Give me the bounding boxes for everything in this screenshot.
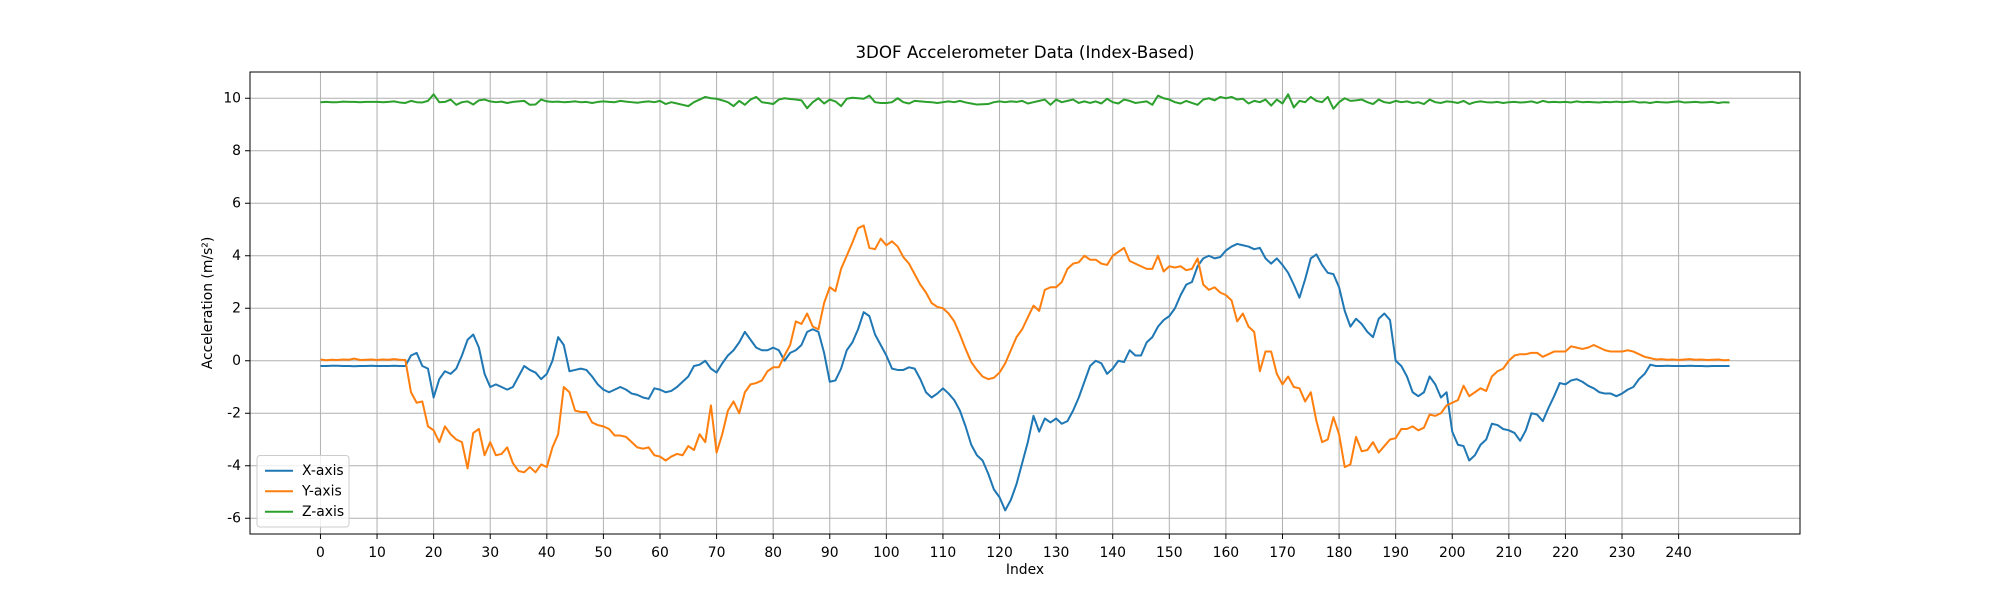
x-tick-label: 130 — [1043, 545, 1070, 561]
legend-label: Y-axis — [301, 483, 342, 499]
y-tick-label: -6 — [227, 510, 241, 526]
y-tick-label: 0 — [232, 353, 241, 369]
x-tick-label: 110 — [930, 545, 957, 561]
y-tick-label: -4 — [227, 458, 241, 474]
legend: X-axis Y-axis Z-axis — [256, 455, 350, 528]
x-tick-label: 180 — [1326, 545, 1353, 561]
y-tick-label: 6 — [232, 195, 241, 211]
x-tick-label: 80 — [764, 545, 782, 561]
x-tick-label: 120 — [986, 545, 1013, 561]
x-tick-label: 220 — [1552, 545, 1579, 561]
legend-label: X-axis — [302, 463, 344, 479]
x-tick-label: 20 — [425, 545, 443, 561]
y-axis-label: Acceleration (m/s²) — [200, 237, 216, 370]
x-tick-label: 0 — [316, 545, 325, 561]
x-tick-label: 90 — [821, 545, 839, 561]
x-tick-label: 230 — [1609, 545, 1636, 561]
data-line — [320, 242, 1730, 512]
x-tick-label: 190 — [1382, 545, 1409, 561]
legend-box — [256, 455, 350, 528]
legend-label: Z-axis — [302, 504, 344, 520]
x-axis-label: Index — [1006, 562, 1044, 578]
plot-frame — [249, 71, 1801, 535]
x-tick-label: 170 — [1269, 545, 1296, 561]
x-tick-label: 150 — [1156, 545, 1183, 561]
y-tick-label: -2 — [227, 405, 241, 421]
x-tick-label: 200 — [1439, 545, 1466, 561]
x-tick-label: 40 — [538, 545, 556, 561]
x-tick-label: 140 — [1099, 545, 1126, 561]
y-tick-label: 8 — [232, 143, 241, 159]
chart-title: 3DOF Accelerometer Data (Index-Based) — [855, 42, 1194, 62]
y-tick-label: 2 — [232, 300, 241, 316]
x-tick-label: 60 — [651, 545, 669, 561]
x-tick-label: 160 — [1213, 545, 1240, 561]
x-tick-label: 100 — [873, 545, 900, 561]
x-tick-label: 10 — [368, 545, 386, 561]
x-tick-label: 210 — [1496, 545, 1523, 561]
x-tick-label: 50 — [595, 545, 613, 561]
y-tick-label: 10 — [223, 90, 241, 106]
data-line — [320, 93, 1730, 110]
data-line — [320, 224, 1730, 474]
x-tick-label: 30 — [481, 545, 499, 561]
x-tick-label: 240 — [1665, 545, 1692, 561]
x-tick-label: 70 — [708, 545, 726, 561]
y-tick-label: 4 — [232, 248, 241, 264]
